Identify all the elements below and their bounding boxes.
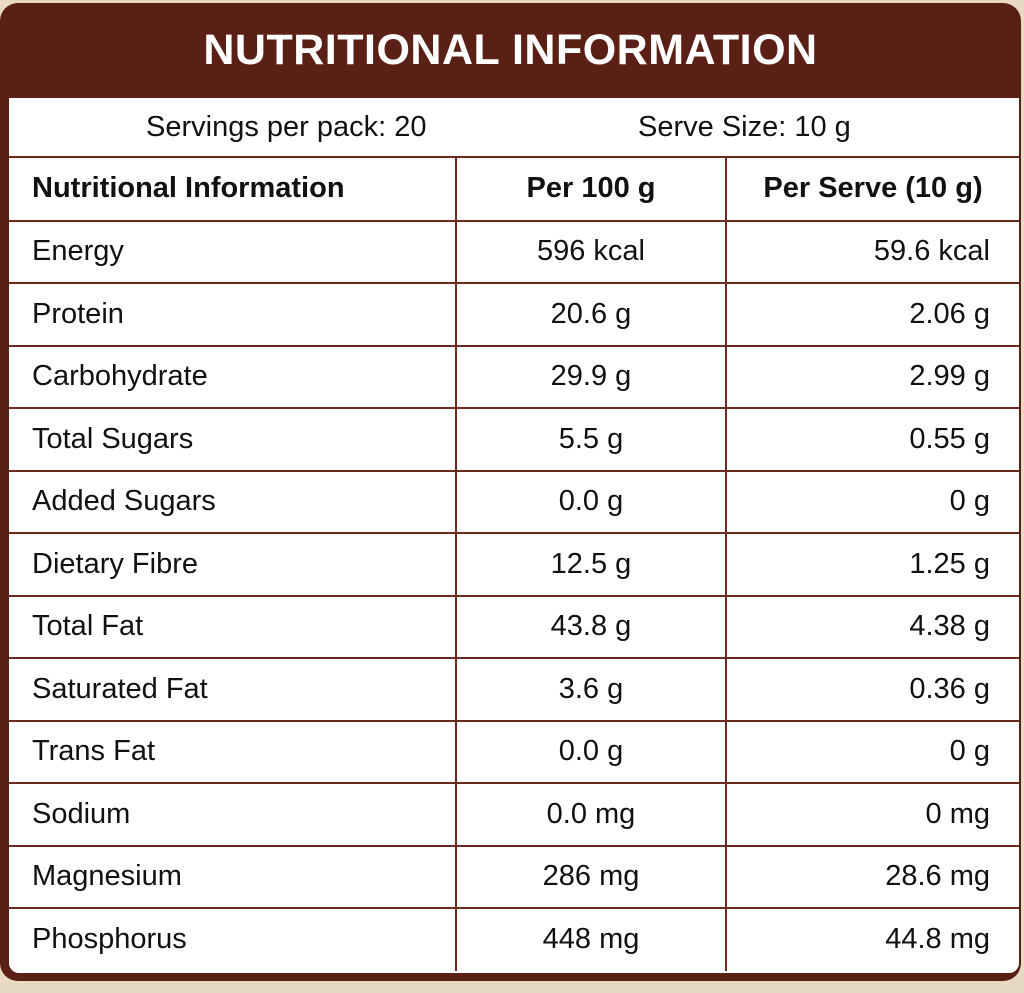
per-100g-cell: 0.0 g xyxy=(455,470,726,534)
nutrition-sheet: Servings per pack: 20 Serve Size: 10 g N… xyxy=(9,98,1019,973)
nutrition-table: Nutritional Information Per 100 g Per Se… xyxy=(9,158,1019,971)
column-header-per-100g: Per 100 g xyxy=(455,158,726,222)
nutrient-name-cell: Dietary Fibre xyxy=(9,533,456,597)
nutrient-name-cell: Energy xyxy=(9,220,456,284)
per-serve-cell: 28.6 mg xyxy=(725,845,1019,909)
per-serve-cell: 59.6 kcal xyxy=(725,220,1019,284)
table-row: Sodium 0.0 mg 0 mg xyxy=(9,783,1019,847)
nutrient-name-cell: Carbohydrate xyxy=(9,345,456,409)
serve-size: Serve Size: 10 g xyxy=(638,111,851,143)
table-row: Phosphorus 448 mg 44.8 mg xyxy=(9,908,1019,971)
per-serve-cell: 0.36 g xyxy=(725,658,1019,722)
table-row: Protein 20.6 g 2.06 g xyxy=(9,283,1019,347)
table-row: Dietary Fibre 12.5 g 1.25 g xyxy=(9,533,1019,597)
nutrient-name-cell: Saturated Fat xyxy=(9,658,456,722)
table-row: Magnesium 286 mg 28.6 mg xyxy=(9,845,1019,909)
column-header-per-serve: Per Serve (10 g) xyxy=(725,158,1019,222)
servings-row: Servings per pack: 20 Serve Size: 10 g xyxy=(9,98,1019,158)
table-row: Carbohydrate 29.9 g 2.99 g xyxy=(9,345,1019,409)
per-serve-cell: 4.38 g xyxy=(725,595,1019,659)
nutrient-name-cell: Added Sugars xyxy=(9,470,456,534)
per-serve-cell: 2.99 g xyxy=(725,345,1019,409)
nutrient-name-cell: Sodium xyxy=(9,783,456,847)
column-header-nutrient: Nutritional Information xyxy=(9,158,456,222)
table-row: Saturated Fat 3.6 g 0.36 g xyxy=(9,658,1019,722)
nutrient-name-cell: Magnesium xyxy=(9,845,456,909)
table-header-row: Nutritional Information Per 100 g Per Se… xyxy=(9,158,1019,222)
per-serve-cell: 44.8 mg xyxy=(725,908,1019,971)
per-100g-cell: 29.9 g xyxy=(455,345,726,409)
panel-title: NUTRITIONAL INFORMATION xyxy=(203,26,818,74)
nutrient-name-cell: Protein xyxy=(9,283,456,347)
nutrient-name-cell: Phosphorus xyxy=(32,923,187,956)
table-row: Energy 596 kcal 59.6 kcal xyxy=(9,220,1019,284)
per-100g-cell: 0.0 mg xyxy=(455,783,726,847)
servings-per-pack: Servings per pack: 20 xyxy=(146,111,427,143)
table-row: Total Fat 43.8 g 4.38 g xyxy=(9,595,1019,659)
nutrient-name-cell: Total Fat xyxy=(9,595,456,659)
table-row: Total Sugars 5.5 g 0.55 g xyxy=(9,408,1019,472)
per-100g-cell: 43.8 g xyxy=(455,595,726,659)
per-100g-cell: 5.5 g xyxy=(455,408,726,472)
per-100g-cell: 12.5 g xyxy=(455,533,726,597)
per-100g-cell: 0.0 g xyxy=(455,720,726,784)
nutrient-name-cell: Total Sugars xyxy=(9,408,456,472)
per-100g-cell: 596 kcal xyxy=(455,220,726,284)
per-serve-cell: 0 g xyxy=(725,720,1019,784)
per-serve-cell: 0 mg xyxy=(725,783,1019,847)
per-100g-cell: 448 mg xyxy=(455,908,726,971)
per-100g-cell: 3.6 g xyxy=(455,658,726,722)
per-100g-cell: 286 mg xyxy=(455,845,726,909)
per-serve-cell: 0 g xyxy=(725,470,1019,534)
nutrient-name-cell: Trans Fat xyxy=(9,720,456,784)
per-serve-cell: 0.55 g xyxy=(725,408,1019,472)
per-serve-cell: 1.25 g xyxy=(725,533,1019,597)
per-100g-cell: 20.6 g xyxy=(455,283,726,347)
per-serve-cell: 2.06 g xyxy=(725,283,1019,347)
